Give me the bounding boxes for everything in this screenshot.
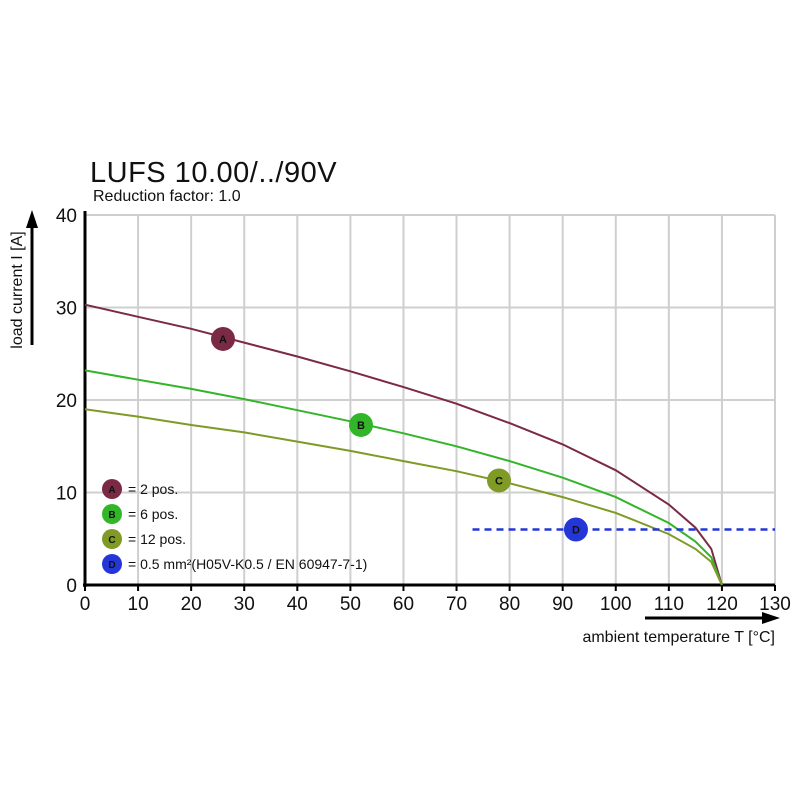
- x-tick-label: 70: [446, 594, 467, 615]
- legend-marker-label: C: [108, 535, 115, 546]
- x-tick-label: 100: [600, 594, 632, 615]
- series-line-C: [84, 408, 723, 586]
- x-tick-label: 30: [234, 594, 255, 615]
- x-tick-label: 10: [128, 594, 149, 615]
- x-tick-label: 60: [393, 594, 414, 615]
- legend-marker-A: [102, 479, 122, 499]
- legend-entry: = 6 pos.: [128, 506, 178, 522]
- chart-subtitle: Reduction factor: 1.0: [93, 188, 241, 205]
- x-tick-label: 110: [654, 594, 684, 615]
- series-marker-A: [211, 326, 235, 351]
- legend-marker-C: [102, 529, 122, 549]
- y-tick-label: 20: [56, 391, 77, 412]
- x-tick-label: 40: [287, 594, 308, 615]
- x-tick-label: 0: [80, 594, 91, 615]
- y-tick-label: 30: [56, 299, 77, 320]
- legend-marker-D: [102, 554, 122, 574]
- y-tick-label: 10: [56, 484, 77, 505]
- series-marker-D: [563, 517, 588, 542]
- legend-entry: = 12 pos.: [128, 531, 186, 547]
- x-arrow-head-icon: [762, 612, 780, 624]
- legend-marker-B: [102, 504, 122, 524]
- series-marker-label: C: [495, 475, 503, 487]
- series-marker-label: B: [357, 420, 365, 432]
- y-axis-label: load current I [A]: [9, 231, 26, 348]
- x-tick-label: 90: [552, 594, 573, 615]
- x-axis-label: ambient temperature T [°C]: [582, 629, 775, 646]
- x-tick-label: 130: [759, 594, 791, 615]
- x-tick-label: 80: [499, 594, 520, 615]
- series-line-B: [84, 369, 723, 586]
- y-tick-label: 0: [66, 576, 77, 597]
- series-line-A: [84, 303, 723, 586]
- x-tick-label: 50: [340, 594, 361, 615]
- y-tick-label: 40: [56, 206, 77, 227]
- series-marker-label: D: [572, 525, 580, 537]
- legend-marker-label: A: [108, 485, 115, 496]
- legend-marker-label: D: [108, 560, 115, 571]
- chart-title: LUFS 10.00/../90V: [90, 157, 338, 189]
- x-tick-label: 20: [181, 594, 202, 615]
- series-marker-B: [349, 412, 373, 437]
- y-arrow-head-icon: [26, 210, 38, 228]
- legend-entry: = 2 pos.: [128, 481, 178, 497]
- series-marker-label: A: [219, 334, 227, 346]
- series-marker-C: [487, 468, 511, 493]
- legend-entry: = 0.5 mm²(H05V-K0.5 / EN 60947-7-1): [128, 556, 367, 572]
- x-tick-label: 120: [706, 594, 738, 615]
- legend-marker-label: B: [108, 510, 115, 521]
